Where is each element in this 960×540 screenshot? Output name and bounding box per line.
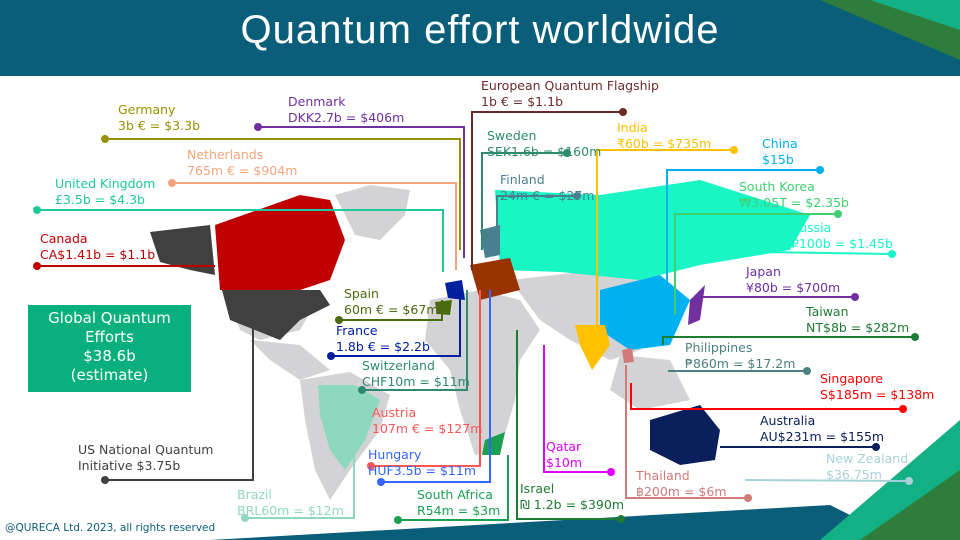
- australia-line: [720, 443, 880, 451]
- label-japan: Japan ¥80b = $700m: [746, 264, 841, 295]
- france-line: [327, 290, 461, 360]
- label-usa: US National Quantum Initiative $3.75b: [78, 442, 214, 473]
- greenland: [335, 185, 410, 240]
- label-taiwan: Taiwan NT$8b = $282m: [806, 304, 910, 335]
- austria-line: [367, 290, 481, 470]
- header-banner: [0, 0, 960, 76]
- usa-line: [101, 310, 254, 484]
- scandinavia: [480, 225, 500, 258]
- label-singapore: Singapore S$185m = $138m: [820, 371, 935, 402]
- hungary-line: [377, 290, 491, 486]
- label-switzerland: Switzerland CHF10m = $11m: [362, 358, 470, 389]
- sweden-line: [481, 149, 571, 250]
- israel-line: [516, 330, 625, 523]
- china-line: [666, 166, 824, 310]
- copyright: @QURECA Ltd. 2023, all rights reserved: [5, 522, 216, 534]
- label-thailand: Thailand ฿200m = $6m: [636, 468, 727, 499]
- netherlands-line: [168, 179, 457, 270]
- label-austria: Austria 107m € = $127m: [372, 405, 483, 436]
- taiwan-line: [662, 333, 919, 345]
- alaska: [150, 225, 215, 275]
- label-uk: United Kingdom £3.5b = $4.3b: [55, 176, 156, 207]
- label-south-korea: South Korea ₩3.05T = $2.35b: [739, 179, 849, 210]
- south-africa-line: [394, 455, 509, 524]
- label-france: France 1.8b € = $2.2b: [336, 323, 430, 354]
- label-qatar: Qatar $10m: [546, 439, 583, 470]
- qatar-line: [543, 345, 615, 476]
- spain-line: [335, 300, 443, 324]
- label-canada: Canada CA$1.41b = $1.1b: [40, 231, 156, 262]
- russia-line: [759, 250, 896, 258]
- label-russia: Russia ₽100b = $1.45b: [791, 220, 893, 251]
- canada: [215, 195, 345, 290]
- brazil-line: [241, 400, 355, 522]
- philippines-line: [668, 367, 811, 375]
- label-israel: Israel ₪ 1.2b = $390m: [520, 481, 624, 512]
- south-korea-line: [674, 210, 842, 315]
- denmark-line: [254, 123, 465, 258]
- europe: [470, 258, 520, 300]
- label-india: India ₹60b = $735m: [617, 120, 712, 151]
- spain: [435, 300, 452, 315]
- label-new-zealand: New Zealand $36.75m: [826, 451, 909, 482]
- thailand-line: [625, 365, 752, 502]
- label-hungary: Hungary HUF3.5b = $11m: [368, 447, 477, 478]
- switzerland-line: [358, 290, 468, 394]
- label-china: China $15b: [762, 136, 798, 167]
- africa: [425, 290, 540, 455]
- label-brazil: Brazil BRL60m = $12m: [237, 487, 344, 518]
- russia: [495, 180, 810, 280]
- label-eu-flagship: European Quantum Flagship 1b € = $1.1b: [481, 78, 659, 109]
- new-zealand-line: [744, 477, 913, 485]
- germany-line: [101, 135, 461, 250]
- india: [575, 325, 610, 370]
- finland-line: [496, 192, 581, 235]
- label-germany: Germany 3b € = $3.3b: [118, 102, 201, 133]
- canada-line: [33, 262, 215, 270]
- label-sweden: Sweden SEK1.6b = $160m: [487, 128, 602, 159]
- label-denmark: Denmark DKK2.7b = $406m: [288, 94, 405, 125]
- south-africa: [482, 432, 505, 455]
- australia: [650, 405, 720, 465]
- page-title: Quantum effort worldwide: [240, 8, 720, 52]
- central-america: [250, 340, 330, 380]
- label-spain: Spain 60m € = $67m: [344, 286, 439, 317]
- label-netherlands: Netherlands 765m € = $904m: [187, 147, 298, 178]
- label-south-africa: South Africa R54m = $3m: [417, 487, 501, 518]
- japan-line: [701, 293, 859, 301]
- brazil: [318, 385, 380, 470]
- label-australia: Australia AU$231m = $155m: [760, 413, 885, 444]
- japan: [688, 285, 705, 325]
- singapore-line: [630, 383, 907, 413]
- global-total-box: Global Quantum Efforts $38.6b (estimate): [28, 305, 191, 392]
- label-philippines: Philippines ₱860m = $17.2m: [685, 340, 796, 371]
- uk-line: [33, 206, 444, 272]
- usa: [222, 290, 330, 340]
- thailand: [622, 348, 634, 363]
- india-line: [596, 146, 738, 340]
- label-finland: Finland 24m € = $27m: [500, 172, 595, 203]
- eu-line: [471, 108, 627, 270]
